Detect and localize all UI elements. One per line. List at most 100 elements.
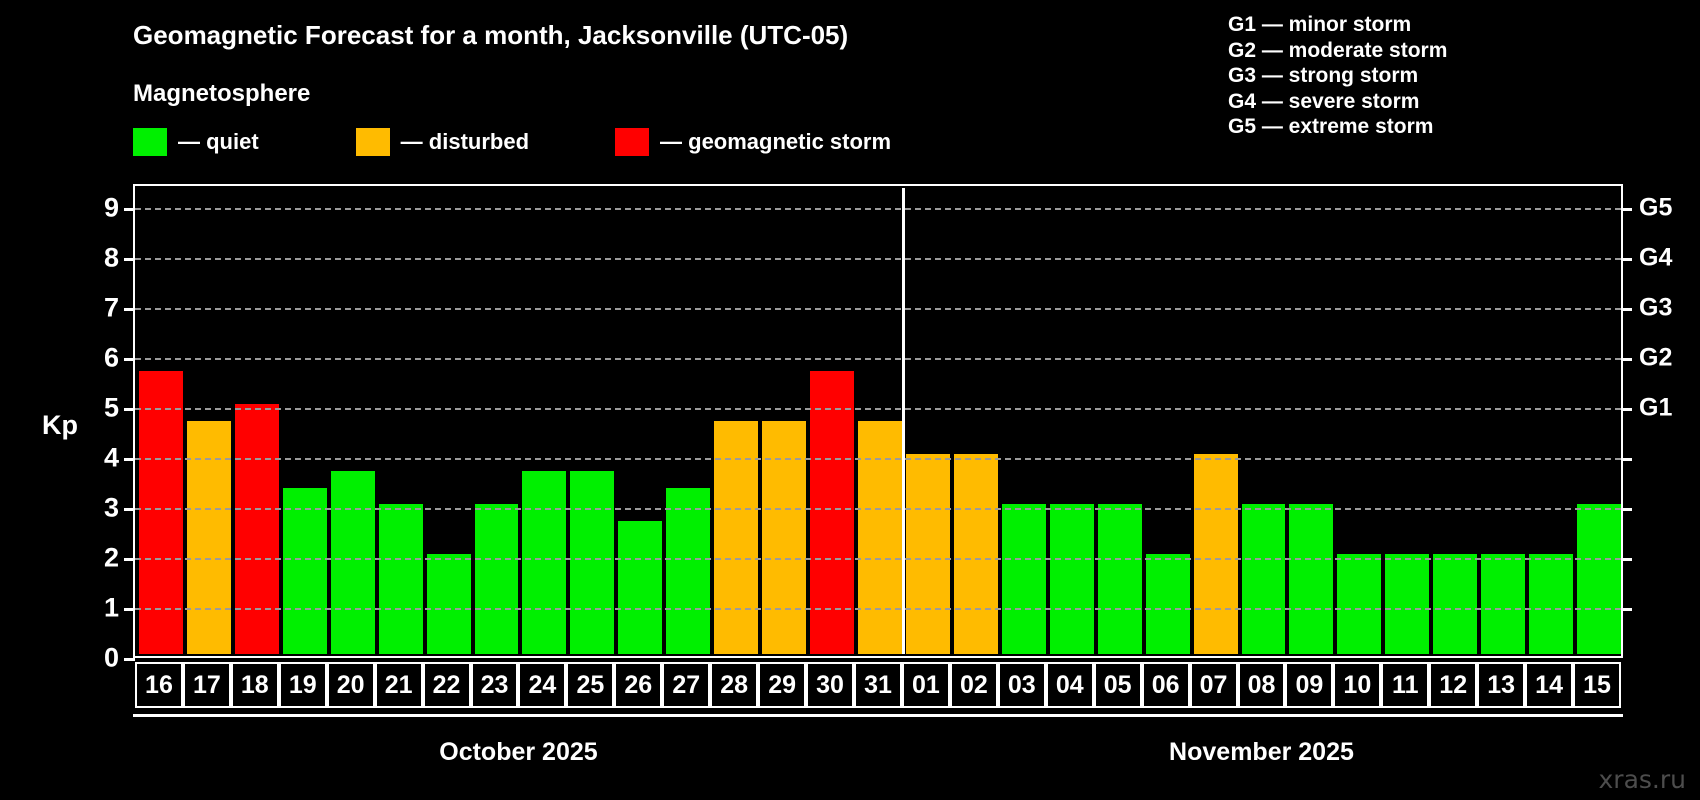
legend-item-disturbed: — disturbed <box>355 128 529 156</box>
bar-november-14[interactable] <box>1529 554 1574 654</box>
bar-november-15[interactable] <box>1577 504 1621 654</box>
day-label-29[interactable]: 29 <box>758 662 807 708</box>
y-axis-tick <box>124 658 135 661</box>
color-legend: — quiet — disturbed — geomagnetic storm <box>133 128 891 156</box>
day-label-11[interactable]: 11 <box>1381 662 1430 708</box>
bar-october-16[interactable] <box>139 370 183 654</box>
g-axis-tick <box>1621 208 1632 211</box>
watermark: xras.ru <box>1598 765 1687 794</box>
bar-november-06[interactable] <box>1145 554 1190 654</box>
legend-item-quiet: — quiet <box>133 128 259 156</box>
day-label-10[interactable]: 10 <box>1333 662 1382 708</box>
day-label-01[interactable]: 01 <box>901 662 950 708</box>
legend-swatch-quiet <box>133 128 167 156</box>
bar-november-12[interactable] <box>1433 554 1478 654</box>
bar-october-17[interactable] <box>186 420 231 654</box>
baseline-rule <box>133 714 1623 717</box>
bar-november-11[interactable] <box>1385 554 1430 654</box>
bar-october-30[interactable] <box>810 370 855 654</box>
gridline <box>135 558 1621 560</box>
chart-title: Geomagnetic Forecast for a month, Jackso… <box>133 20 849 50</box>
y-axis-label: 5 <box>103 392 119 423</box>
bar-october-26[interactable] <box>618 520 663 654</box>
gridline <box>135 258 1621 260</box>
bar-october-20[interactable] <box>330 470 375 654</box>
y-axis-tick <box>124 308 135 311</box>
y-axis-tick <box>124 408 135 411</box>
y-axis-tick <box>124 458 135 461</box>
y-axis-label: 9 <box>103 192 119 223</box>
g-axis-tick <box>1621 258 1632 261</box>
bar-november-10[interactable] <box>1337 554 1382 654</box>
day-label-08[interactable]: 08 <box>1237 662 1286 708</box>
y-axis-tick <box>124 558 135 561</box>
g-scale-label-g1: G1 <box>1639 393 1673 422</box>
day-label-12[interactable]: 12 <box>1429 662 1478 708</box>
bar-october-28[interactable] <box>714 420 759 654</box>
g-axis-tick <box>1621 508 1632 511</box>
y-axis-label: 2 <box>103 542 119 573</box>
bar-november-05[interactable] <box>1097 504 1142 654</box>
bar-october-23[interactable] <box>474 504 519 654</box>
bars-layer <box>137 188 1621 654</box>
day-label-05[interactable]: 05 <box>1093 662 1142 708</box>
month-label: October 2025 <box>439 738 598 766</box>
day-label-18[interactable]: 18 <box>230 662 279 708</box>
g-axis-tick <box>1621 408 1632 411</box>
day-label-16[interactable]: 16 <box>135 662 183 708</box>
bar-october-22[interactable] <box>426 554 471 654</box>
day-label-27[interactable]: 27 <box>662 662 711 708</box>
bar-november-03[interactable] <box>1001 504 1046 654</box>
legend-swatch-disturbed <box>355 128 390 156</box>
day-label-03[interactable]: 03 <box>997 662 1046 708</box>
gridline <box>135 508 1621 510</box>
day-label-22[interactable]: 22 <box>422 662 471 708</box>
day-label-25[interactable]: 25 <box>566 662 615 708</box>
bar-november-04[interactable] <box>1049 504 1094 654</box>
g-scale-label-g4: G4 <box>1639 243 1673 272</box>
day-label-06[interactable]: 06 <box>1141 662 1190 708</box>
day-label-02[interactable]: 02 <box>949 662 998 708</box>
g-scale-label-g3: G3 <box>1639 293 1673 322</box>
day-label-28[interactable]: 28 <box>710 662 759 708</box>
bar-october-25[interactable] <box>570 470 615 654</box>
bar-november-02[interactable] <box>953 454 998 654</box>
day-label-30[interactable]: 30 <box>806 662 855 708</box>
day-label-17[interactable]: 17 <box>182 662 231 708</box>
bar-october-21[interactable] <box>378 504 423 654</box>
legend-label-quiet: — quiet <box>178 129 259 154</box>
y-axis-label: 7 <box>103 292 119 323</box>
bar-november-09[interactable] <box>1289 504 1334 654</box>
gscale-key-line: G5 — extreme storm <box>1228 115 1434 138</box>
day-label-26[interactable]: 26 <box>614 662 663 708</box>
g-scale-label-g5: G5 <box>1639 193 1673 222</box>
day-label-15[interactable]: 15 <box>1573 662 1621 708</box>
day-label-20[interactable]: 20 <box>326 662 375 708</box>
bar-october-18[interactable] <box>234 404 279 654</box>
bar-november-01[interactable] <box>905 454 950 654</box>
bar-november-08[interactable] <box>1241 504 1286 654</box>
bar-october-19[interactable] <box>282 487 327 654</box>
bar-october-29[interactable] <box>762 420 807 654</box>
bar-november-07[interactable] <box>1193 454 1238 654</box>
y-axis-tick <box>124 258 135 261</box>
y-axis-label: 0 <box>103 642 119 673</box>
day-label-09[interactable]: 09 <box>1285 662 1334 708</box>
day-label-31[interactable]: 31 <box>854 662 902 708</box>
day-label-07[interactable]: 07 <box>1189 662 1238 708</box>
bar-october-27[interactable] <box>666 487 711 654</box>
bar-october-31[interactable] <box>858 420 902 654</box>
g-axis-tick <box>1621 608 1632 611</box>
g-axis-tick <box>1621 558 1632 561</box>
day-label-24[interactable]: 24 <box>518 662 567 708</box>
day-label-21[interactable]: 21 <box>374 662 423 708</box>
day-label-23[interactable]: 23 <box>470 662 519 708</box>
day-label-14[interactable]: 14 <box>1525 662 1574 708</box>
day-label-13[interactable]: 13 <box>1477 662 1526 708</box>
gridline <box>135 408 1621 410</box>
bar-november-13[interactable] <box>1481 554 1526 654</box>
bar-october-24[interactable] <box>522 470 567 654</box>
day-label-19[interactable]: 19 <box>278 662 327 708</box>
gridline <box>135 458 1621 460</box>
day-label-04[interactable]: 04 <box>1045 662 1094 708</box>
